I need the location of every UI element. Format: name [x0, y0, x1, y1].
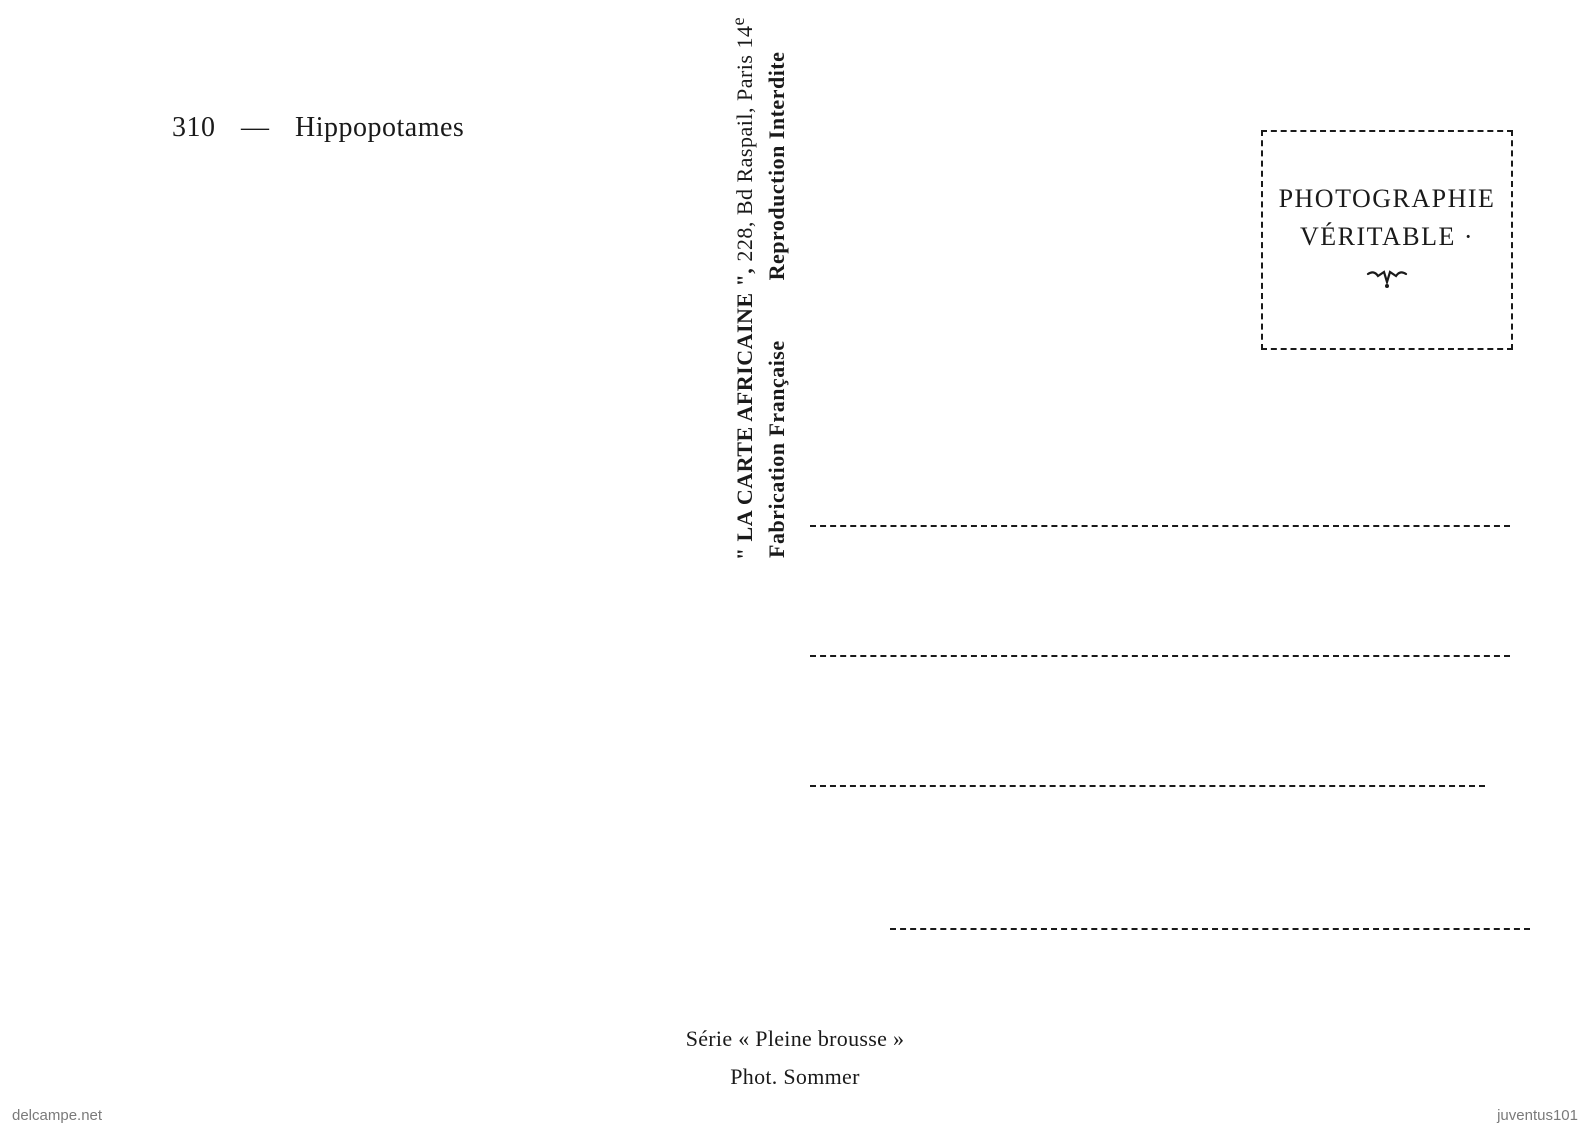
publisher-address: 228, Bd Raspail, Paris 14 [732, 26, 757, 268]
card-title: Hippopotames [295, 112, 464, 143]
publisher-line: " LA CARTE AFRICAINE ", 228, Bd Raspail,… [728, 17, 758, 560]
watermark-site: delcampe.net [12, 1107, 102, 1124]
address-line-1 [810, 525, 1510, 527]
stamp-box: PHOTOGRAPHIE VÉRITABLE · [1261, 130, 1513, 350]
card-number: 310 [172, 112, 216, 143]
stamp-line-2: VÉRITABLE · [1300, 222, 1474, 252]
spacing [764, 280, 789, 340]
card-header: 310 — Hippopotames [172, 112, 464, 144]
reproduction-text: Reproduction Interdite [764, 52, 789, 281]
address-line-2 [810, 655, 1510, 657]
photographer-label: Phot. Sommer [0, 1064, 1590, 1090]
header-dash: — [241, 112, 270, 143]
fabrication-text: Fabrication Française [764, 340, 789, 558]
address-line-3 [810, 785, 1485, 787]
watermark-seller: juventus101 [1497, 1107, 1578, 1124]
publisher-address-suffix: e [728, 17, 748, 26]
address-line-4 [890, 928, 1530, 930]
publisher-name: " LA CARTE AFRICAINE ", [732, 268, 757, 560]
series-label: Série « Pleine brousse » [0, 1026, 1590, 1052]
fabrication-line: Fabrication Française Reproduction Inter… [764, 52, 790, 558]
stamp-ornament-icon [1366, 268, 1408, 297]
stamp-line-1: PHOTOGRAPHIE [1279, 184, 1496, 214]
